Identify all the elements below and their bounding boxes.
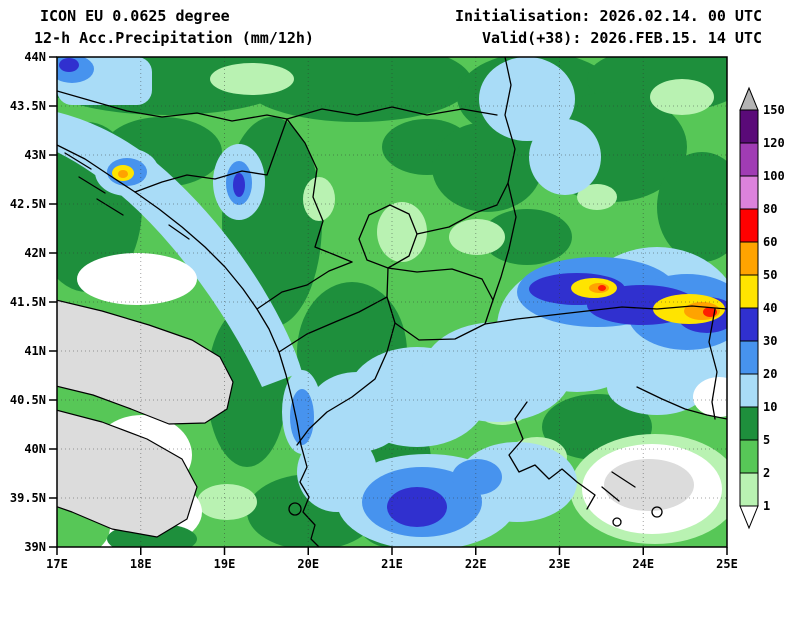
lon-tick-label: 22E: [465, 557, 487, 571]
header-product-line: 12-h Acc.Precipitation (mm/12h): [34, 29, 314, 47]
lon-tick-label: 19E: [214, 557, 236, 571]
colorbar-label: 30: [763, 334, 777, 348]
lat-tick-label: 41N: [24, 344, 46, 358]
lat-tick-label: 43N: [24, 148, 46, 162]
colorbar-segment: [739, 109, 759, 144]
lat-tick-label: 43.5N: [10, 99, 46, 113]
lon-tick-label: 21E: [381, 557, 403, 571]
colorbar-label: 1: [763, 499, 770, 513]
header-init-line: Initialisation: 2026.02.14. 00 UTC: [455, 7, 762, 25]
header-valid-line: Valid(+38): 2026.FEB.15. 14 UTC: [482, 29, 762, 47]
lat-tick-label: 44N: [24, 50, 46, 64]
lon-tick-label: 23E: [549, 557, 571, 571]
graticule: [57, 57, 727, 547]
lat-tick-label: 42.5N: [10, 197, 46, 211]
colorbar-label: 2: [763, 466, 770, 480]
lon-tick-label: 20E: [297, 557, 319, 571]
precipitation-map: [56, 56, 728, 548]
colorbar-segment: [739, 142, 759, 177]
colorbar-segment: [739, 439, 759, 474]
colorbar-segment: [739, 241, 759, 276]
colorbar-label: 50: [763, 268, 777, 282]
colorbar-segment: [739, 175, 759, 210]
lat-tick-label: 40N: [24, 442, 46, 456]
colorbar-segment: [739, 472, 759, 507]
colorbar-segment: [739, 208, 759, 243]
colorbar-segment: [739, 406, 759, 441]
lat-tick-label: 42N: [24, 246, 46, 260]
lat-tick-label: 41.5N: [10, 295, 46, 309]
lon-tick-label: 25E: [716, 557, 738, 571]
colorbar-overflow-arrow: [739, 86, 759, 111]
lon-tick-label: 24E: [632, 557, 654, 571]
colorbar-label: 5: [763, 433, 770, 447]
colorbar-label: 10: [763, 400, 777, 414]
colorbar-label: 120: [763, 136, 785, 150]
colorbar-label: 100: [763, 169, 785, 183]
colorbar-segment: [739, 307, 759, 342]
colorbar-segment: [739, 340, 759, 375]
lon-tick-label: 17E: [46, 557, 68, 571]
lat-tick-label: 39.5N: [10, 491, 46, 505]
axis-tick-marks: [49, 56, 728, 555]
colorbar-label: 20: [763, 367, 777, 381]
colorbar-label: 40: [763, 301, 777, 315]
lon-tick-label: 18E: [130, 557, 152, 571]
precip-fill: [57, 57, 727, 547]
colorbar-label: 60: [763, 235, 777, 249]
colorbar-segment: [739, 274, 759, 309]
country-borders: [57, 57, 727, 547]
colorbar-label: 150: [763, 103, 785, 117]
colorbar-segment: [739, 373, 759, 408]
header-model-line: ICON EU 0.0625 degree: [40, 7, 230, 25]
lat-tick-label: 40.5N: [10, 393, 46, 407]
colorbar: [739, 86, 759, 530]
lat-tick-label: 39N: [24, 540, 46, 554]
colorbar-label: 80: [763, 202, 777, 216]
colorbar-underflow-arrow: [739, 505, 759, 530]
